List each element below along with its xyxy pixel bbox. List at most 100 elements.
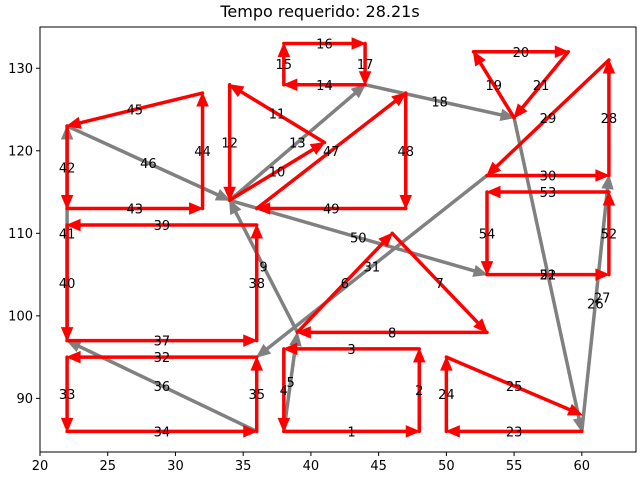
edge-label: 2 <box>415 384 423 399</box>
edge-arrowhead <box>602 58 616 74</box>
edge-label: 40 <box>59 277 76 292</box>
edge-label: 6 <box>341 277 349 292</box>
edge-line <box>494 58 611 169</box>
required-edge <box>282 78 367 92</box>
edge-label: 48 <box>397 145 414 160</box>
edge-arrowhead <box>413 347 426 363</box>
edge-label: 49 <box>323 203 340 218</box>
edge-line <box>77 91 205 125</box>
edge-line <box>444 355 572 412</box>
edge-label: 46 <box>140 157 157 172</box>
x-tick-label: 60 <box>574 459 591 474</box>
edge-label: 33 <box>59 388 76 403</box>
required-edge <box>250 355 263 434</box>
edge-arrowhead <box>243 425 259 438</box>
edge-arrowhead <box>65 218 81 232</box>
edge-label: 42 <box>59 161 76 176</box>
edge-label: 36 <box>154 380 171 395</box>
edge-arrowhead <box>472 50 486 67</box>
edge-arrowhead <box>243 334 259 347</box>
required-edge <box>65 218 259 232</box>
required-edge <box>223 83 236 202</box>
edge-label: 24 <box>438 388 455 403</box>
x-tick-label: 25 <box>99 459 116 474</box>
edge-arrowhead <box>391 92 407 107</box>
edge-arrowhead <box>223 186 236 202</box>
required-edge <box>277 42 291 87</box>
chart-title: Tempo requerido: 28.21s <box>220 2 420 21</box>
required-edge <box>471 45 570 59</box>
edge-arrowhead <box>601 174 614 190</box>
required-edge <box>440 355 453 434</box>
required-edge <box>485 268 611 281</box>
edge-arrowhead <box>282 342 298 356</box>
edge-arrowhead <box>228 84 245 98</box>
deadhead-edge <box>227 83 367 203</box>
edge-label: 35 <box>248 388 265 403</box>
y-tick-label: 120 <box>8 144 33 159</box>
edge-arrowhead <box>309 141 326 155</box>
edge-arrowhead <box>296 326 311 339</box>
required-edge <box>65 202 204 215</box>
required-edge <box>282 37 367 50</box>
edge-label: 44 <box>194 145 211 160</box>
required-edge <box>513 50 571 119</box>
edge-line <box>227 147 316 203</box>
edge-label: 13 <box>289 137 306 152</box>
edge-arrowhead <box>60 327 74 342</box>
x-tick-label: 30 <box>167 459 184 474</box>
required-edge <box>602 190 616 277</box>
edge-label: 3 <box>347 343 355 358</box>
edge-arrowhead <box>277 417 291 433</box>
edge-label: 29 <box>540 112 557 127</box>
edge-label: 53 <box>540 186 557 201</box>
required-edge <box>485 169 611 182</box>
edge-arrowhead <box>255 343 272 358</box>
edge-arrowhead <box>378 232 394 248</box>
required-edge <box>65 91 205 129</box>
edge-label: 14 <box>316 79 333 94</box>
edge-label: 11 <box>269 108 286 123</box>
edge-arrowhead <box>196 91 209 107</box>
edge-label: 5 <box>286 376 294 391</box>
y-tick-label: 90 <box>16 392 33 407</box>
edge-arrowhead <box>405 425 421 438</box>
edge-arrowhead <box>214 189 231 201</box>
edge-label: 41 <box>59 227 76 242</box>
required-edge <box>250 223 263 343</box>
edge-arrowhead <box>229 199 242 216</box>
required-edge <box>295 232 394 335</box>
edge-label: 45 <box>127 104 144 119</box>
edge-label: 7 <box>435 277 443 292</box>
edge-arrowhead <box>445 425 460 438</box>
edge-label: 39 <box>154 219 171 234</box>
edge-label: 15 <box>276 58 293 73</box>
edge-line <box>363 83 504 117</box>
required-edge <box>282 425 421 438</box>
edge-line <box>390 231 480 325</box>
edge-label: 31 <box>364 260 381 275</box>
edges-layer <box>60 37 616 438</box>
edge-line <box>238 89 327 145</box>
edge-label: 17 <box>357 58 374 73</box>
required-edge <box>196 91 209 211</box>
required-edge <box>444 355 583 416</box>
x-tick-label: 45 <box>370 459 387 474</box>
axes-frame <box>39 26 637 453</box>
edge-label: 21 <box>533 79 550 94</box>
y-tick-label: 110 <box>8 227 33 242</box>
x-tick-label: 40 <box>303 459 320 474</box>
required-edge <box>486 58 611 177</box>
required-edge <box>227 141 326 203</box>
edge-label: 32 <box>154 351 171 366</box>
edge-line <box>478 61 516 120</box>
edge-line <box>282 343 298 434</box>
edge-label: 51 <box>540 269 557 284</box>
deadhead-edge <box>580 174 614 434</box>
edge-line <box>227 198 477 273</box>
edge-label: 4 <box>280 384 288 399</box>
edge-arrowhead <box>485 185 501 199</box>
